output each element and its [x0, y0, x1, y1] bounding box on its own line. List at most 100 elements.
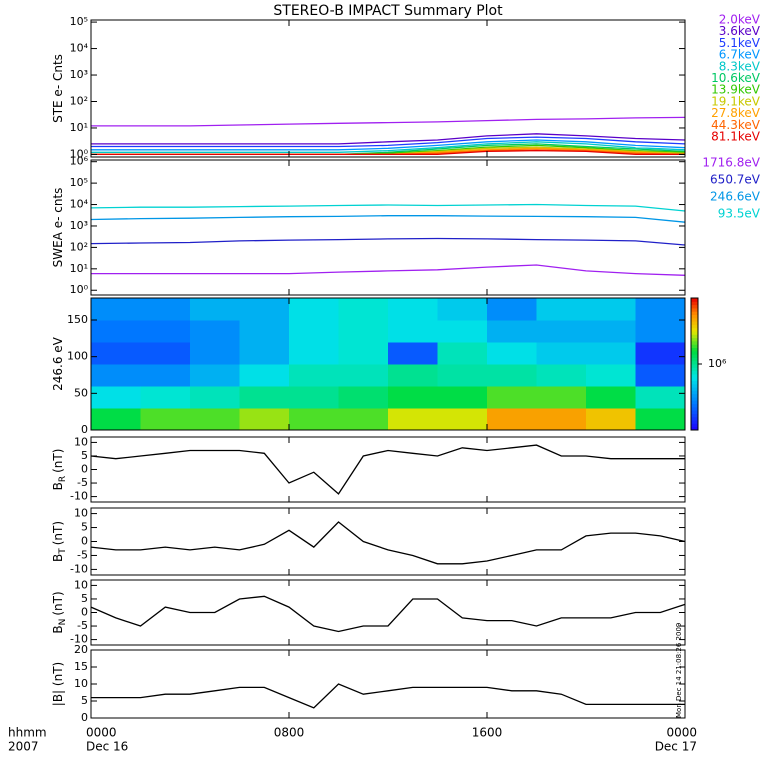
colorbar-segment [691, 331, 698, 335]
y-axis-label: 246.6 eV [51, 336, 65, 391]
x-tick-label: 1600 [472, 726, 503, 740]
data-line [90, 203, 686, 212]
data-line [91, 683, 685, 709]
heatmap-cell [140, 298, 191, 321]
colorbar-segment [691, 370, 698, 375]
y-axis-label-main: STE e- Cnts [51, 54, 65, 123]
legend-entry: 246.6eV [710, 190, 761, 204]
legend-entry: 81.1keV [711, 130, 761, 144]
y-axis-label: BR (nT) [51, 449, 68, 491]
y-axis-label: BN (nT) [51, 591, 68, 633]
colorbar-segment [691, 344, 698, 348]
y-tick-label: 5 [81, 449, 88, 462]
colorbar-segment [691, 423, 698, 428]
heatmap-cell [91, 298, 141, 321]
y-axis-label-sub: N [58, 619, 68, 626]
colorbar-segment [691, 364, 698, 368]
y-tick-label: 150 [67, 313, 88, 326]
colorbar-tick-label: 10⁶ [708, 357, 727, 370]
colorbar-segment [691, 307, 698, 312]
data-line [90, 595, 686, 633]
x-tick-label: 0000 [86, 726, 117, 740]
y-axis-label-main: 246.6 eV [51, 336, 65, 391]
colorbar-segment [691, 327, 698, 332]
colorbar-segment [691, 416, 698, 421]
y-tick-label: 10⁴ [70, 198, 89, 211]
colorbar-segment [691, 314, 698, 319]
heatmap-cell [338, 386, 389, 409]
heatmap-cell [91, 408, 141, 431]
x-axis-label-top: hhmm [8, 726, 47, 740]
y-tick-label: 10⁰ [70, 283, 89, 296]
y-tick-label: 5 [81, 592, 88, 605]
heatmap-cell [388, 408, 438, 431]
heatmap-cell [140, 364, 191, 387]
legend-entry: 10.6keV [711, 71, 761, 85]
heatmap-cell [487, 298, 537, 321]
heatmap-cell [437, 408, 488, 431]
x-date-label: Dec 16 [86, 740, 128, 754]
heatmap-cell [338, 320, 389, 343]
x-tick-label: 0800 [274, 726, 305, 740]
heatmap-cell [487, 408, 537, 431]
legend-entry: 27.8keV [711, 106, 761, 120]
heatmap-cell [289, 298, 339, 321]
x-tick-label: 0000 [666, 726, 697, 740]
colorbar-segment [691, 420, 698, 424]
data-line [91, 141, 686, 153]
colorbar-segment [691, 301, 698, 306]
heatmap-cell [635, 386, 686, 409]
x-axis-label-bottom: 2007 [8, 740, 39, 754]
y-tick-label: 10⁴ [70, 42, 89, 55]
heatmap-cell [388, 320, 438, 343]
data-line [91, 264, 686, 276]
y-tick-label: 10² [70, 240, 88, 253]
y-axis-label: SWEA e- cnts [51, 188, 65, 268]
y-axis-label-unit: (nT) [51, 449, 65, 473]
heatmap-cell [289, 386, 339, 409]
heatmap-cell [190, 320, 240, 343]
colorbar-segment [691, 413, 698, 418]
heatmap-cell [586, 298, 636, 321]
y-axis-label-main: B [51, 482, 65, 490]
heatmap-cell [487, 364, 537, 387]
colorbar-segment [691, 397, 698, 401]
colorbar-segment [691, 317, 698, 322]
colorbar-segment [691, 380, 698, 385]
data-line [91, 136, 686, 148]
heatmap-cell [140, 386, 191, 409]
colorbar-segment [691, 304, 698, 309]
heatmap-cell [487, 342, 537, 365]
y-axis-label-sub: R [58, 476, 68, 482]
colorbar-segment [691, 324, 698, 329]
colorbar-segment [691, 387, 698, 391]
y-axis-label: |B| (nT) [51, 662, 65, 706]
y-axis-label-main: |B| (nT) [51, 662, 65, 706]
colorbar-segment [691, 390, 698, 395]
heatmap-cell [586, 386, 636, 409]
y-tick-label: 0 [81, 423, 88, 436]
colorbar-segment [691, 406, 698, 411]
heatmap-cell [536, 320, 587, 343]
data-line [91, 133, 686, 145]
heatmap-cell [635, 298, 686, 321]
heatmap-cell [586, 320, 636, 343]
heatmap-cell [190, 342, 240, 365]
colorbar-segment [691, 334, 698, 339]
y-tick-label: 10 [74, 677, 88, 690]
y-tick-label: 0 [81, 463, 88, 476]
panel-frame [90, 19, 686, 158]
y-tick-label: 100 [67, 350, 88, 363]
heatmap-cell [338, 342, 389, 365]
data-line [91, 139, 686, 151]
legend-entry: 13.9keV [711, 83, 761, 97]
panel-frame [90, 297, 686, 431]
heatmap-cell [586, 364, 636, 387]
colorbar-segment [691, 377, 698, 381]
heatmap-cell [140, 342, 191, 365]
y-tick-label: -10 [70, 633, 88, 646]
colorbar-segment [691, 410, 698, 414]
heatmap-cell [437, 342, 488, 365]
heatmap-cell [635, 342, 686, 365]
